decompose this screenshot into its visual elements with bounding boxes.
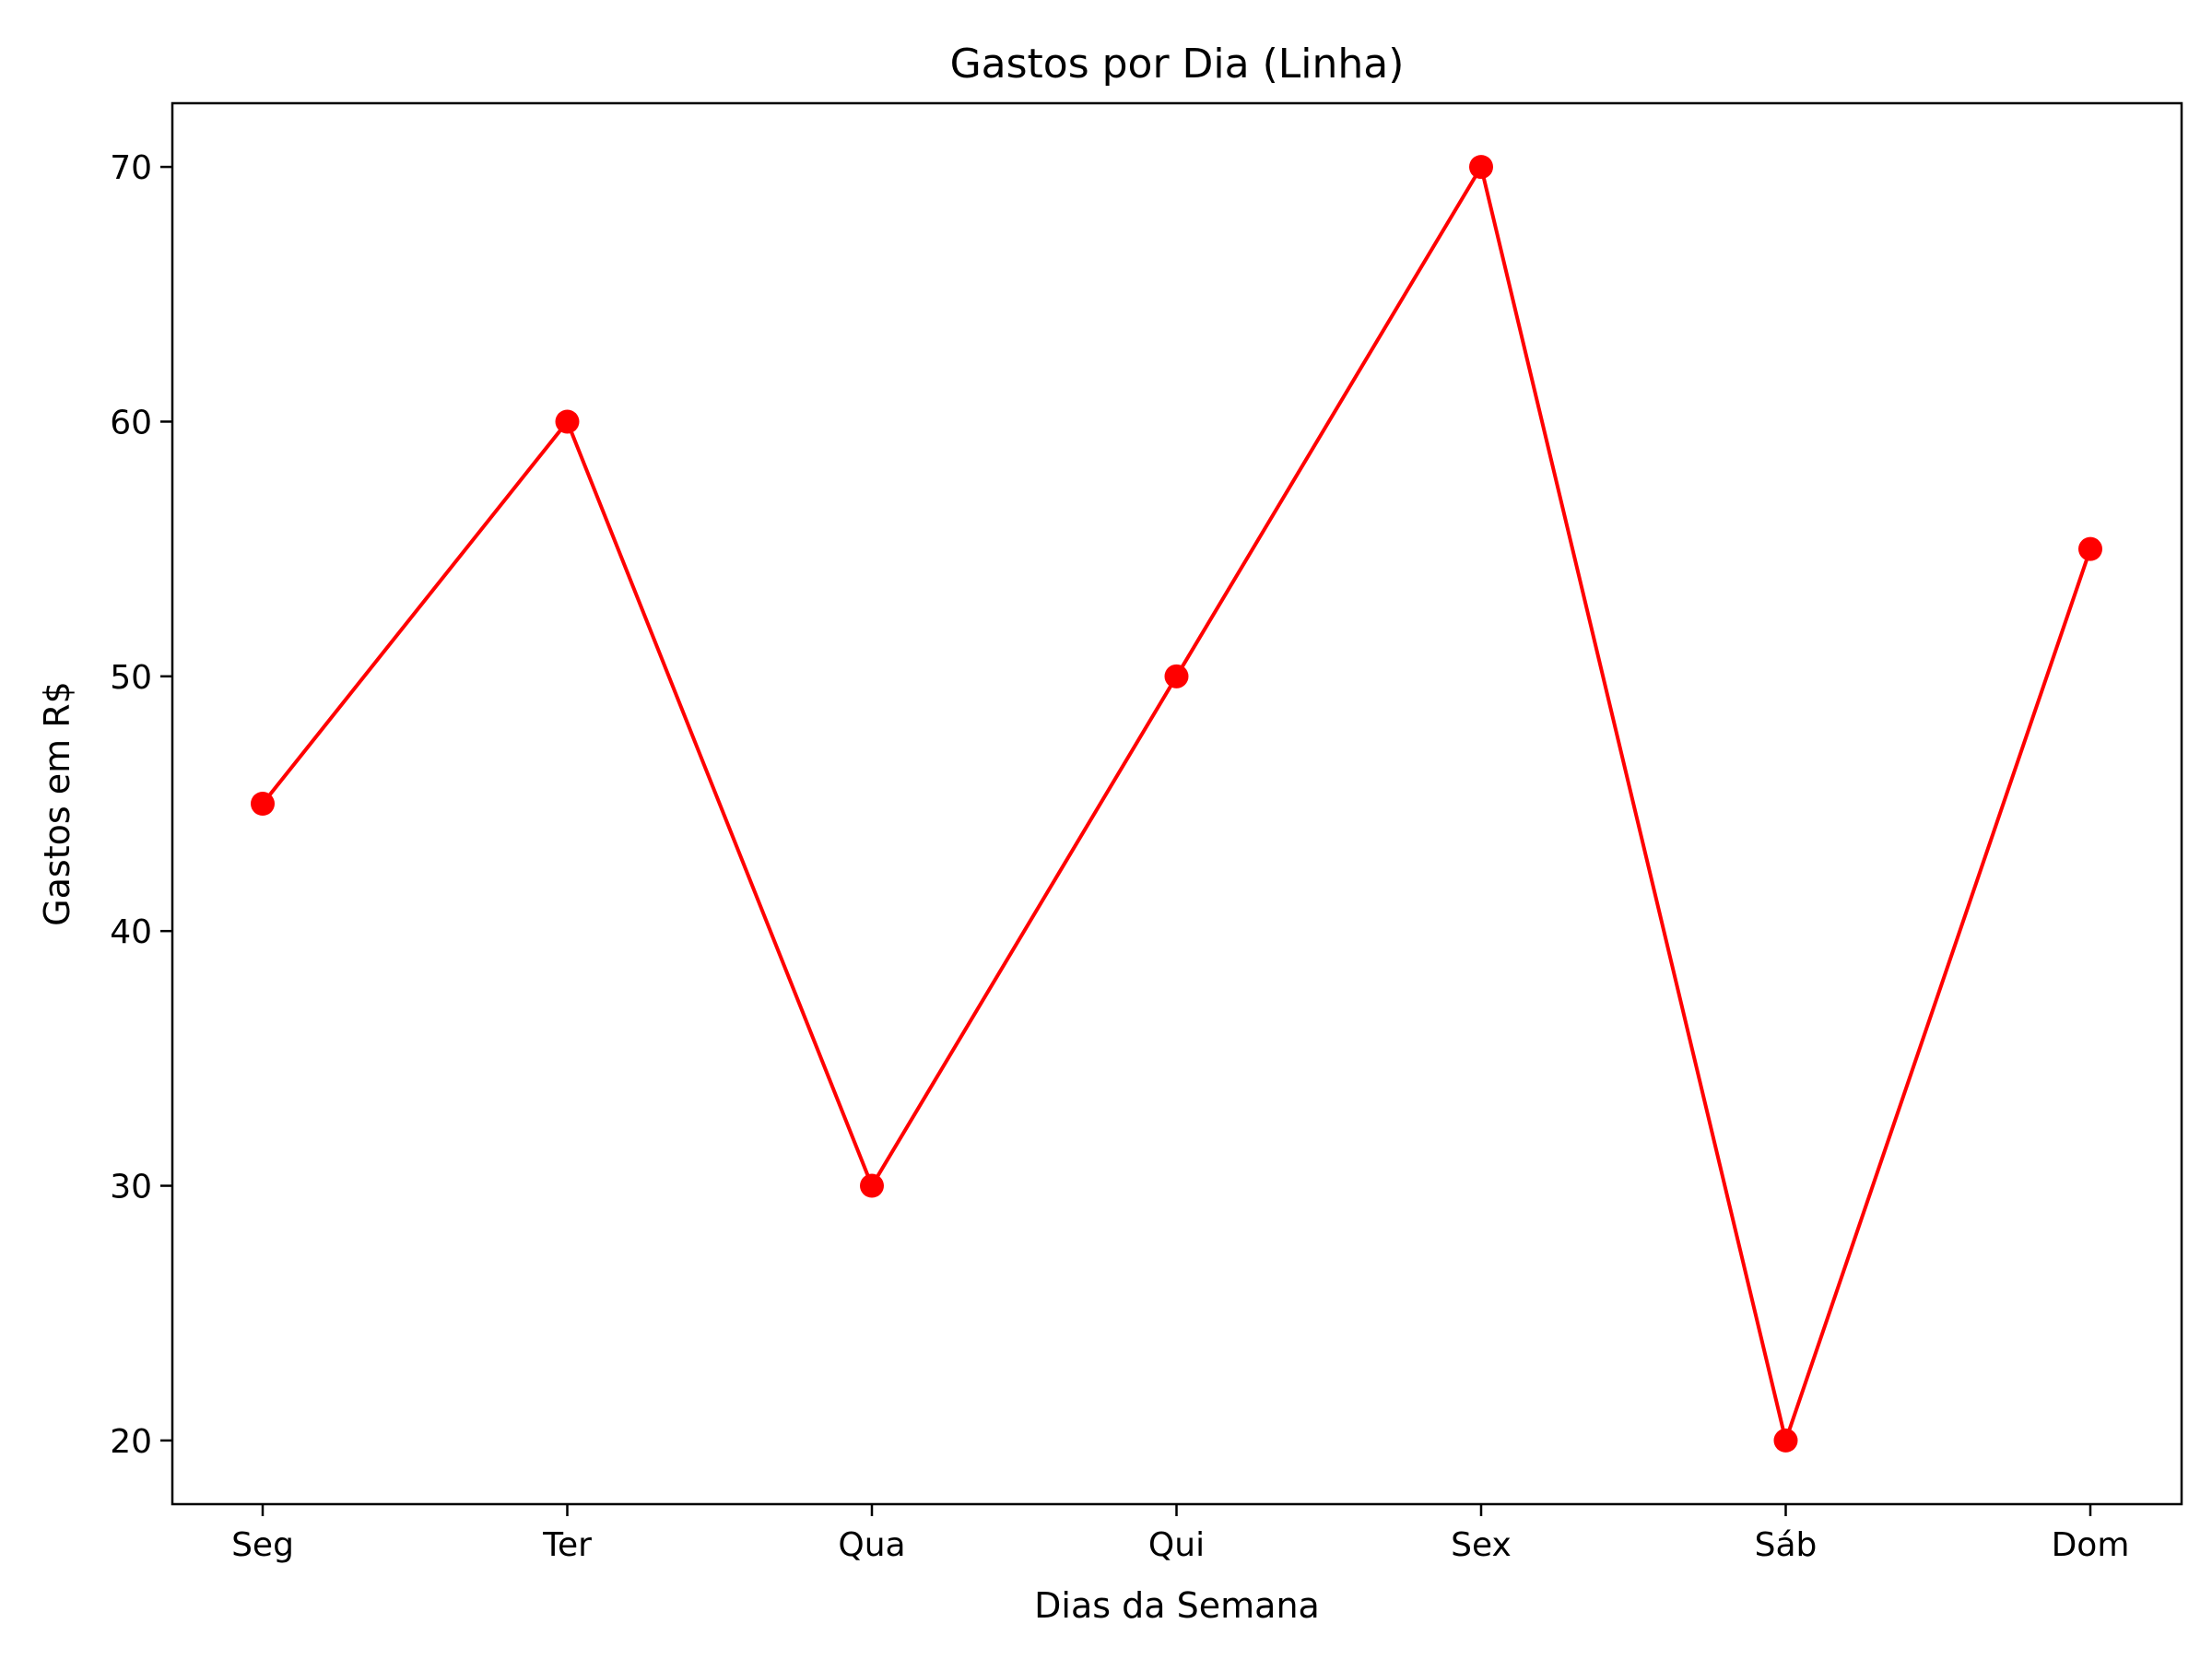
- plot-frame: [171, 101, 2183, 1506]
- series-layer: [251, 155, 2102, 1453]
- data-point-marker: [2078, 536, 2102, 561]
- y-tick-label: 60: [110, 404, 152, 441]
- x-tick-label: Sex: [1451, 1526, 1512, 1564]
- data-point-marker: [555, 409, 580, 434]
- x-tick-label: Qua: [838, 1526, 905, 1564]
- y-axis-label: Gastos em R$: [37, 681, 77, 926]
- data-point-marker: [860, 1173, 884, 1198]
- y-tick-label: 20: [110, 1423, 152, 1461]
- y-tick-label: 40: [110, 913, 152, 951]
- x-tick-label: Dom: [2052, 1526, 2130, 1564]
- y-axis: 20 30 40 50 60 70: [110, 149, 172, 1461]
- x-tick-label: Qui: [1148, 1526, 1205, 1564]
- x-axis: Seg Ter Qua Qui Sex Sáb Dom: [231, 1504, 2129, 1564]
- y-tick-label: 30: [110, 1169, 152, 1206]
- data-point-marker: [1469, 155, 1493, 180]
- x-tick-label: Seg: [231, 1526, 294, 1564]
- x-axis-label: Dias da Semana: [1034, 1585, 1320, 1626]
- x-tick-label: Ter: [542, 1526, 592, 1564]
- series-line: [261, 161, 2092, 1448]
- y-tick-label: 70: [110, 149, 152, 187]
- data-point-marker: [1773, 1428, 1798, 1453]
- data-point-marker: [251, 792, 275, 816]
- y-tick-label: 50: [110, 659, 152, 697]
- chart-title: Gastos por Dia (Linha): [950, 41, 1405, 88]
- x-tick-label: Sáb: [1755, 1526, 1818, 1564]
- data-point-marker: [1164, 664, 1189, 688]
